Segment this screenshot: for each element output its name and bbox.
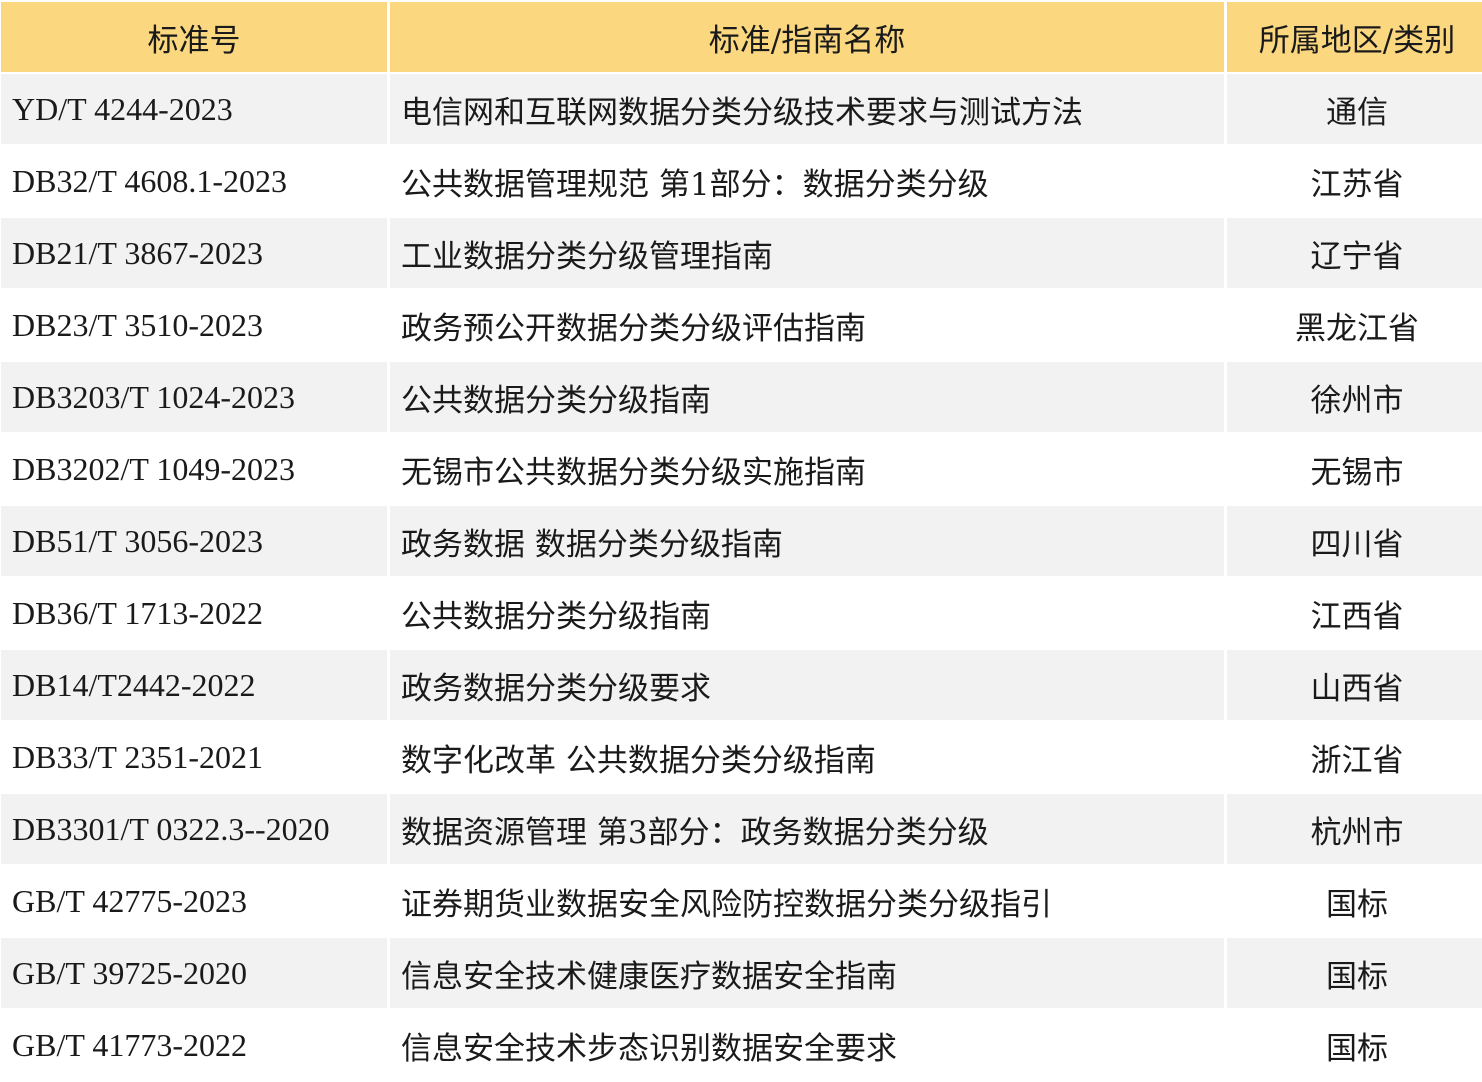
cell-region-category: 江西省 xyxy=(1310,598,1404,635)
cell-standard-number: GB/T 42775-2023 xyxy=(12,882,247,919)
table-row: DB14/T2442-2022 政务数据分类分级要求 山西省 xyxy=(1,650,1482,720)
cell-region-category: 山西省 xyxy=(1227,650,1482,720)
cell-standard-number: DB33/T 2351-2021 xyxy=(12,738,263,775)
header-row: 标准号 标准/指南名称 所属地区/类别 xyxy=(1,2,1482,72)
cell-standard-number: DB3203/T 1024-2023 xyxy=(1,362,387,432)
cell-standard-name: 公共数据管理规范 第1部分：数据分类分级 xyxy=(401,166,989,203)
cell-region-category: 通信 xyxy=(1227,74,1482,144)
cell-standard-name: 政务数据分类分级要求 xyxy=(390,650,1224,720)
table-row: DB51/T 3056-2023 政务数据 数据分类分级指南 四川省 xyxy=(1,506,1482,576)
cell-standard-number: DB32/T 4608.1-2023 xyxy=(12,162,287,199)
cell-standard-name: 无锡市公共数据分类分级实施指南 xyxy=(401,454,866,491)
table-row: DB3301/T 0322.3--2020 数据资源管理 第3部分：政务数据分类分… xyxy=(1,794,1482,864)
table-row: GB/T 39725-2020 信息安全技术健康医疗数据安全指南 国标 xyxy=(1,938,1482,1008)
cell-standard-number: GB/T 41773-2022 xyxy=(12,1026,247,1063)
cell-standard-name: 数据资源管理 第3部分：政务数据分类分级 xyxy=(390,794,1224,864)
cell-standard-number: DB14/T2442-2022 xyxy=(1,650,387,720)
cell-standard-number: GB/T 39725-2020 xyxy=(1,938,387,1008)
header-standard-name: 标准/指南名称 xyxy=(390,2,1224,72)
table-row: DB3202/T 1049-2023 无锡市公共数据分类分级实施指南 无锡市 xyxy=(1,434,1482,504)
cell-standard-name: 信息安全技术步态识别数据安全要求 xyxy=(401,1030,897,1067)
cell-region-category: 四川省 xyxy=(1227,506,1482,576)
cell-region-category: 辽宁省 xyxy=(1227,218,1482,288)
cell-region-category: 国标 xyxy=(1326,886,1388,923)
cell-standard-name: 电信网和互联网数据分类分级技术要求与测试方法 xyxy=(390,74,1224,144)
cell-standard-name: 公共数据分类分级指南 xyxy=(401,598,711,635)
cell-region-category: 国标 xyxy=(1326,1030,1388,1067)
cell-standard-number: YD/T 4244-2023 xyxy=(1,74,387,144)
table-row: DB3203/T 1024-2023 公共数据分类分级指南 徐州市 xyxy=(1,362,1482,432)
cell-region-category: 浙江省 xyxy=(1310,742,1404,779)
table-row: DB23/T 3510-2023 政务预公开数据分类分级评估指南 黑龙江省 xyxy=(1,290,1482,360)
table-row: DB33/T 2351-2021 数字化改革 公共数据分类分级指南 浙江省 xyxy=(1,722,1482,792)
header-region-category: 所属地区/类别 xyxy=(1227,2,1482,72)
cell-standard-number: DB23/T 3510-2023 xyxy=(12,306,263,343)
cell-standard-name: 数字化改革 公共数据分类分级指南 xyxy=(401,742,876,779)
table-row: DB32/T 4608.1-2023 公共数据管理规范 第1部分：数据分类分级 江苏… xyxy=(1,146,1482,216)
cell-standard-number: DB51/T 3056-2023 xyxy=(1,506,387,576)
table-row: DB36/T 1713-2022 公共数据分类分级指南 江西省 xyxy=(1,578,1482,648)
cell-region-category: 杭州市 xyxy=(1227,794,1482,864)
table-row: YD/T 4244-2023 电信网和互联网数据分类分级技术要求与测试方法 通信 xyxy=(1,74,1482,144)
header-standard-number: 标准号 xyxy=(1,2,387,72)
cell-standard-number: DB3301/T 0322.3--2020 xyxy=(1,794,387,864)
cell-standard-number: DB21/T 3867-2023 xyxy=(1,218,387,288)
table-row: DB21/T 3867-2023 工业数据分类分级管理指南 辽宁省 xyxy=(1,218,1482,288)
cell-standard-name: 公共数据分类分级指南 xyxy=(390,362,1224,432)
cell-standard-number: DB3202/T 1049-2023 xyxy=(12,450,295,487)
cell-region-category: 黑龙江省 xyxy=(1295,310,1419,347)
cell-standard-name: 证券期货业数据安全风险防控数据分类分级指引 xyxy=(401,886,1052,923)
cell-standard-number: DB36/T 1713-2022 xyxy=(12,594,263,631)
table-row: GB/T 42775-2023 证券期货业数据安全风险防控数据分类分级指引 国标 xyxy=(1,866,1482,936)
table-row: GB/T 41773-2022 信息安全技术步态识别数据安全要求 国标 xyxy=(1,1010,1482,1080)
cell-standard-name: 信息安全技术健康医疗数据安全指南 xyxy=(390,938,1224,1008)
cell-region-category: 徐州市 xyxy=(1227,362,1482,432)
cell-region-category: 无锡市 xyxy=(1310,454,1404,491)
cell-standard-name: 工业数据分类分级管理指南 xyxy=(390,218,1224,288)
cell-region-category: 国标 xyxy=(1227,938,1482,1008)
cell-region-category: 江苏省 xyxy=(1310,166,1404,203)
cell-standard-name: 政务数据 数据分类分级指南 xyxy=(390,506,1224,576)
cell-standard-name: 政务预公开数据分类分级评估指南 xyxy=(401,310,866,347)
